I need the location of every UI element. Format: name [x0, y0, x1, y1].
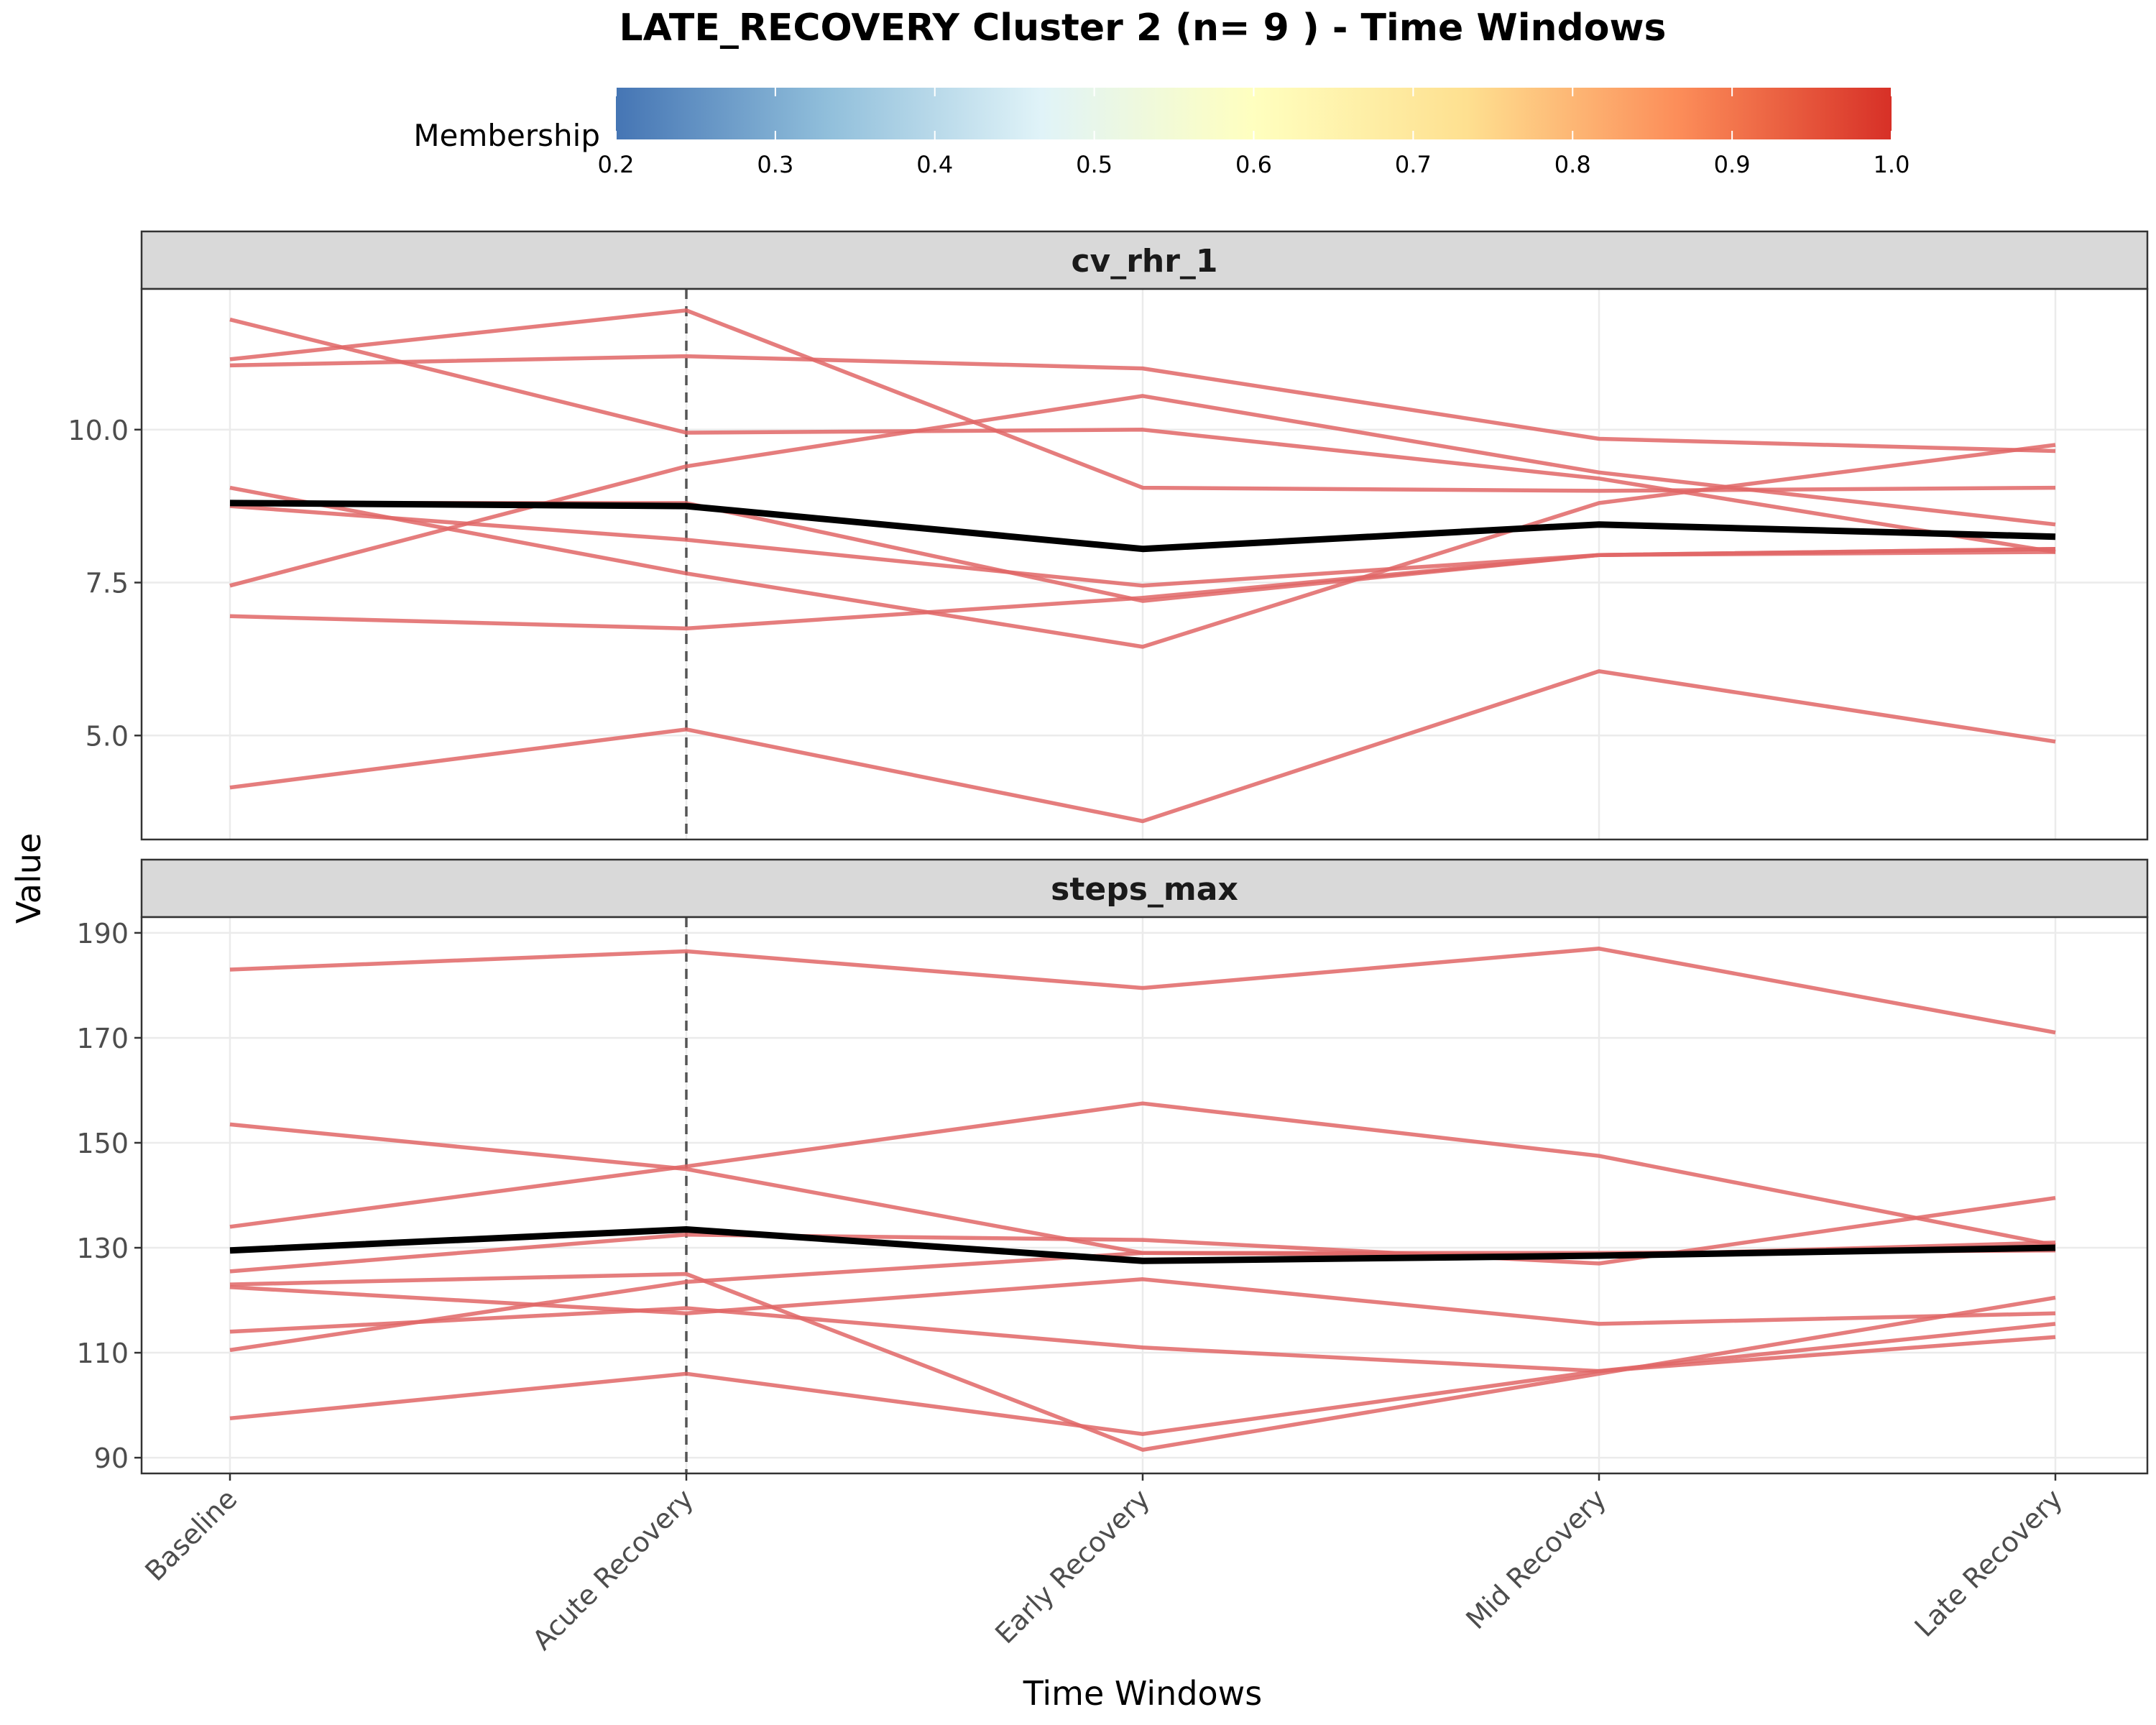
y-tick-label: 110 [76, 1338, 129, 1369]
y-tick-label: 7.5 [86, 568, 129, 599]
facets: cv_rhr_1 5.0 7.5 10.0 steps_max 90 110 130 150 17… [68, 230, 2149, 1656]
member-line-3 [229, 1101, 2056, 1248]
legend-tick-label: 0.6 [1235, 151, 1272, 178]
legend-ticks: 0.2 0.3 0.4 0.5 0.6 0.7 0.8 0.9 1.0 [598, 88, 1910, 178]
y-tick-label: 5.0 [86, 720, 129, 752]
y-tick-label: 10.0 [68, 415, 129, 446]
legend-tick-label: 0.9 [1714, 151, 1751, 178]
chart-title: LATE_RECOVERY Cluster 2 (n= 9 ) - Time W… [619, 6, 1667, 50]
member-line-7 [229, 1306, 2056, 1374]
member-line-1 [229, 947, 2056, 1035]
legend-tick-label: 0.3 [757, 151, 793, 178]
member-line-4 [229, 1195, 2056, 1274]
member-line-5 [229, 1271, 2056, 1452]
legend-title: Membership [413, 118, 600, 153]
y-tick-label: 90 [94, 1443, 129, 1474]
panel-border [140, 916, 2149, 1475]
legend-tick-label: 1.0 [1874, 151, 1910, 178]
y-tick-label: 150 [76, 1128, 129, 1159]
legend-tick-label: 0.5 [1076, 151, 1112, 178]
facet-strip [140, 858, 2149, 919]
member-line-9 [229, 1335, 2056, 1436]
member-line-1 [229, 317, 2056, 554]
x-tick-label: Baseline [139, 1483, 243, 1587]
legend-tick-label: 0.8 [1554, 151, 1591, 178]
member-line-3 [229, 354, 2056, 454]
member-line-9 [229, 669, 2056, 824]
x-tick-label: Mid Recovery [1460, 1483, 1612, 1635]
membership-legend: Membership 0.2 0.3 0.4 0.5 0.6 0.7 0.8 0.9 1.0 [413, 88, 1909, 178]
y-tick-label: 190 [76, 918, 129, 949]
x-tick-label: Acute Recovery [526, 1483, 699, 1656]
facet-strip [140, 230, 2149, 290]
legend-tick-label: 0.4 [916, 151, 953, 178]
facet-strip-label: steps_max [1051, 871, 1238, 908]
x-tick-label: Early Recovery [989, 1483, 1156, 1650]
x-axis-label: Time Windows [1023, 1674, 1263, 1713]
facet-steps_max: steps_max 90 110 130 150 170 190 Baseline Acute … [76, 858, 2149, 1656]
facet-cv_rhr_1: cv_rhr_1 5.0 7.5 10.0 [68, 230, 2149, 841]
mean-line [229, 1226, 2056, 1264]
member-line-4 [229, 443, 2056, 649]
panel-background [142, 917, 2147, 1473]
y-tick-label: 170 [76, 1023, 129, 1054]
legend-tick-label: 0.7 [1395, 151, 1432, 178]
facet-strip-label: cv_rhr_1 [1071, 243, 1217, 280]
y-tick-label: 130 [76, 1233, 129, 1264]
panel-border [140, 288, 2149, 841]
x-tick-label: Late Recovery [1909, 1483, 2069, 1643]
y-axis-label: Value [9, 833, 48, 924]
legend-tick-label: 0.2 [598, 151, 635, 178]
mean-line [229, 500, 2056, 553]
member-line-8 [229, 546, 2056, 631]
